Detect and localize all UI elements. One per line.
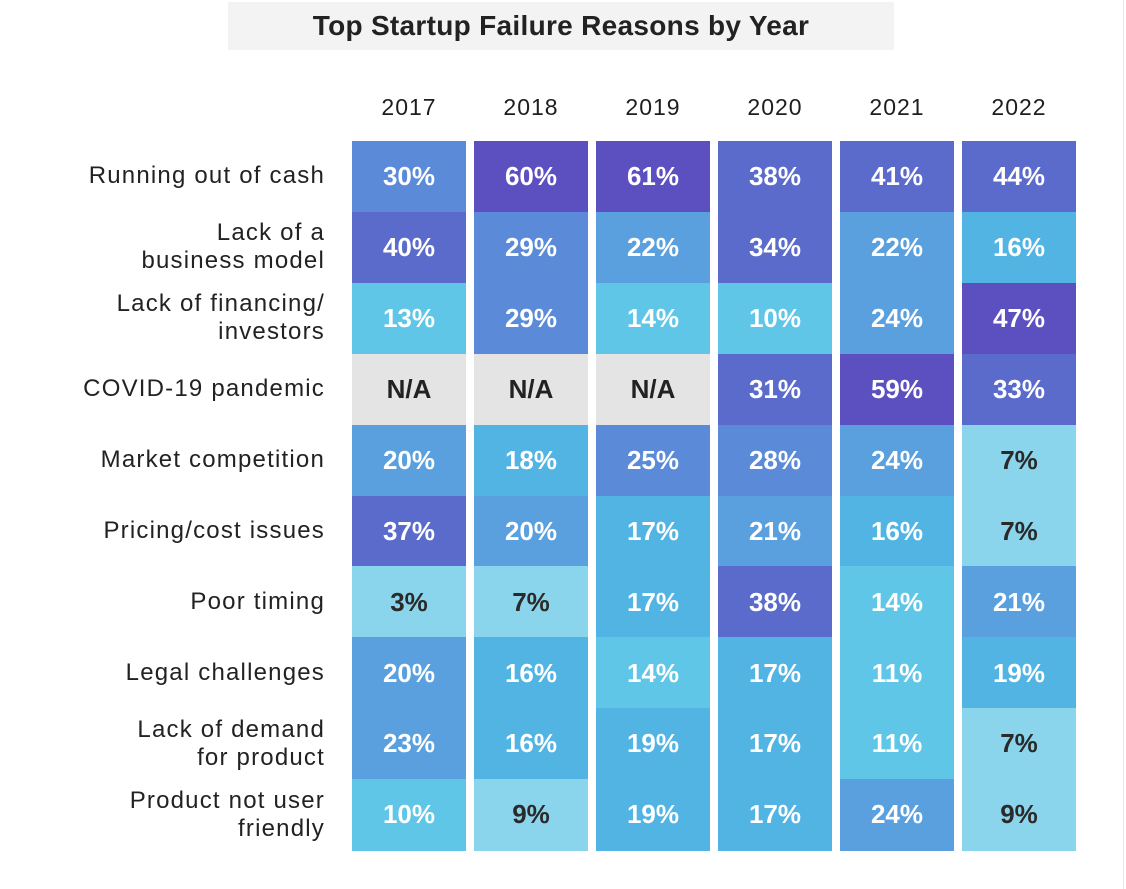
heatmap-cell: 19% [596, 708, 710, 780]
title-bar: Top Startup Failure Reasons by Year [228, 2, 894, 50]
heatmap-cell: 61% [596, 141, 710, 213]
heatmap-cell: 24% [840, 424, 954, 497]
heatmap-cell: N/A [352, 353, 466, 426]
heatmap-cell: 7% [474, 566, 588, 638]
heatmap-cell: 33% [962, 353, 1076, 426]
row-label: COVID-19 pandemic [20, 354, 325, 425]
row-label: Lack of financing/ investors [20, 283, 325, 354]
heatmap-cell: 40% [352, 211, 466, 284]
row-label: Poor timing [20, 566, 325, 637]
heatmap-cell: 11% [840, 708, 954, 780]
heatmap-cell: 9% [962, 779, 1076, 851]
heatmap-cell: 14% [596, 282, 710, 355]
heatmap-cell: 16% [962, 211, 1076, 284]
heatmap-cell: 19% [962, 637, 1076, 709]
heatmap-cell: 22% [840, 211, 954, 284]
heatmap-cell: 29% [474, 211, 588, 284]
row-label: Running out of cash [20, 141, 325, 212]
heatmap-cell: 47% [962, 282, 1076, 355]
row-label: Product not user friendly [20, 779, 325, 850]
heatmap-cell: 44% [962, 141, 1076, 213]
row-label-text: Running out of cash [88, 162, 325, 190]
chart-title: Top Startup Failure Reasons by Year [312, 10, 810, 41]
heatmap-cell: N/A [474, 353, 588, 426]
heatmap-cell: 60% [474, 141, 588, 213]
heatmap-cell: 59% [840, 353, 954, 426]
heatmap-cell: 20% [474, 495, 588, 567]
heatmap-cell: 3% [352, 566, 466, 638]
heatmap-cell: 17% [718, 708, 832, 780]
heatmap-cell: 30% [352, 141, 466, 213]
heatmap-cell: 9% [474, 779, 588, 851]
heatmap-cell: 17% [718, 779, 832, 851]
row-label: Pricing/cost issues [20, 496, 325, 567]
heatmap-cell: 17% [596, 566, 710, 638]
heatmap-cell: 23% [352, 708, 466, 780]
heatmap-cell: 7% [962, 708, 1076, 780]
heatmap-cell: 18% [474, 424, 588, 497]
row-label: Legal challenges [20, 637, 325, 708]
heatmap-cell: 20% [352, 637, 466, 709]
heatmap-cell: 10% [352, 779, 466, 851]
right-edge-divider [1123, 0, 1124, 889]
row-label: Lack of a business model [20, 212, 325, 283]
row-label: Lack of demand for product [20, 708, 325, 779]
heatmap-cell: 17% [718, 637, 832, 709]
heatmap-cell: 16% [840, 495, 954, 567]
heatmap-cell: 31% [718, 353, 832, 426]
heatmap-cell: 20% [352, 424, 466, 497]
heatmap-cell: 11% [840, 637, 954, 709]
heatmap-cell: 17% [596, 495, 710, 567]
heatmap-cell: 29% [474, 282, 588, 355]
heatmap-cell: 24% [840, 779, 954, 851]
heatmap-cell: 28% [718, 424, 832, 497]
row-label-text: Pricing/cost issues [103, 516, 325, 544]
heatmap-cell: 14% [840, 566, 954, 638]
heatmap-cell: 21% [718, 495, 832, 567]
heatmap-cell: 38% [718, 141, 832, 213]
heatmap-cell: 37% [352, 495, 466, 567]
heatmap-cell: 22% [596, 211, 710, 284]
column-header-2020: 2020 [747, 93, 803, 120]
row-label-text: Legal challenges [125, 658, 325, 686]
heatmap-cell: 7% [962, 495, 1076, 567]
row-label-text: COVID-19 pandemic [83, 375, 325, 403]
heatmap-cell: 16% [474, 708, 588, 780]
row-label-text: Poor timing [190, 587, 325, 615]
heatmap-cell: 21% [962, 566, 1076, 638]
column-header-2019: 2019 [625, 93, 681, 120]
heatmap-cell: 7% [962, 424, 1076, 497]
heatmap-cell: 38% [718, 566, 832, 638]
heatmap-cell: 10% [718, 282, 832, 355]
row-label-text: Market competition [100, 446, 325, 474]
heatmap-cell: 24% [840, 282, 954, 355]
heatmap-cell: N/A [596, 353, 710, 426]
heatmap-cell: 19% [596, 779, 710, 851]
column-header-2018: 2018 [503, 93, 559, 120]
column-header-2021: 2021 [869, 93, 925, 120]
heatmap-cell: 13% [352, 282, 466, 355]
heatmap-cell: 14% [596, 637, 710, 709]
column-header-2017: 2017 [381, 93, 437, 120]
heatmap-cell: 16% [474, 637, 588, 709]
heatmap-cell: 41% [840, 141, 954, 213]
row-label-text: Product not user friendly [129, 786, 325, 842]
row-label-text: Lack of financing/ investors [116, 290, 325, 346]
column-header-2022: 2022 [991, 93, 1047, 120]
heatmap-cell: 25% [596, 424, 710, 497]
row-label-text: Lack of a business model [141, 219, 325, 275]
row-label-text: Lack of demand for product [137, 715, 325, 771]
row-label: Market competition [20, 425, 325, 496]
heatmap-cell: 34% [718, 211, 832, 284]
